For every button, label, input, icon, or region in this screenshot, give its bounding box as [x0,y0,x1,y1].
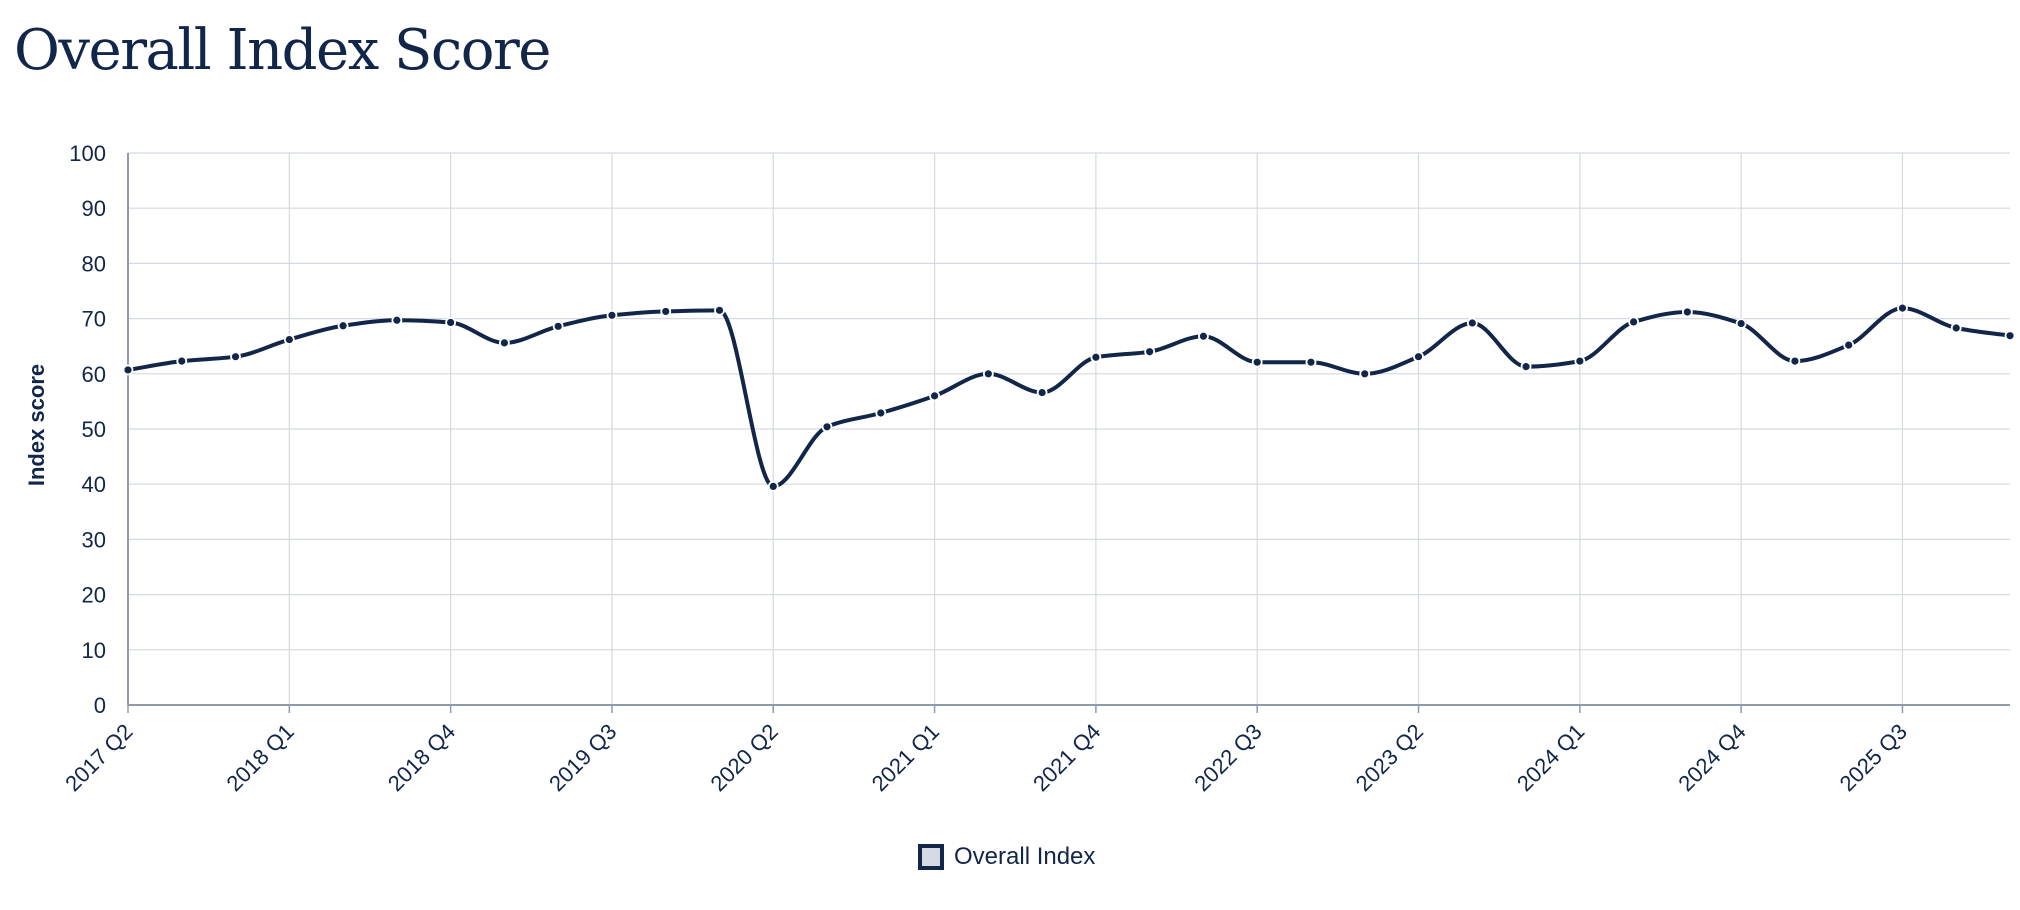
data-point[interactable] [875,407,887,419]
data-point[interactable] [337,320,349,332]
data-point[interactable] [1735,318,1747,329]
data-point[interactable] [1574,355,1586,367]
data-point[interactable] [1520,361,1532,373]
axes [127,153,2010,713]
y-tick-label: 60 [82,362,106,387]
data-point[interactable] [1198,330,1209,342]
y-tick-label: 20 [82,583,106,608]
legend-swatch [918,844,944,870]
data-point[interactable] [1090,351,1102,363]
x-tick-label: 2021 Q4 [1028,719,1105,796]
x-tick-label: 2018 Q4 [383,719,460,796]
y-axis-title: Index score [24,364,49,486]
data-point[interactable] [606,309,618,321]
x-tick-label: 2018 Q1 [221,719,298,796]
y-tick-label: 100 [69,141,106,166]
data-point[interactable] [391,314,403,326]
data-point[interactable] [1466,317,1478,329]
y-tick-label: 50 [82,417,106,442]
x-tick-label: 2019 Q3 [544,719,621,796]
data-point[interactable] [821,421,833,433]
data-point[interactable] [660,306,672,317]
y-tick-labels: 0 10 20 30 40 50 60 70 80 90 100 [69,141,106,718]
data-point[interactable] [714,304,725,316]
x-tick-labels: 2017 Q2 2018 Q1 2018 Q4 2019 Q3 2020 Q2 2021 … [60,719,1912,796]
data-point[interactable] [1950,322,1962,334]
data-point[interactable] [929,390,940,402]
x-tick-label: 2024 Q1 [1512,719,1589,796]
x-tick-label: 2025 Q3 [1835,719,1912,796]
y-tick-label: 80 [82,251,106,276]
data-point[interactable] [1628,316,1639,328]
x-tick-label: 2020 Q2 [705,719,782,796]
data-point[interactable] [2004,330,2016,342]
data-point[interactable] [552,320,564,332]
y-tick-label: 90 [82,196,106,221]
x-tick-label: 2017 Q2 [60,719,137,796]
y-tick-label: 0 [94,693,106,718]
data-point[interactable] [498,337,510,349]
series-layer [122,302,2016,492]
data-point[interactable] [982,368,994,380]
data-point[interactable] [1897,302,1908,314]
x-tick-label: 2023 Q2 [1351,719,1428,796]
chart-title: Overall Index Score [14,18,551,83]
y-tick-label: 10 [82,638,106,663]
data-point[interactable] [1413,351,1424,363]
x-tick-label: 2022 Q3 [1189,719,1266,796]
data-point[interactable] [1789,355,1801,367]
x-tick-label: 2024 Q4 [1673,719,1750,796]
y-tick-label: 30 [82,527,106,552]
data-point[interactable] [1681,306,1693,318]
data-point[interactable] [230,351,241,363]
legend-label-overall-index: Overall Index [954,843,1096,870]
data-point[interactable] [445,317,457,328]
data-point[interactable] [1843,339,1855,351]
x-tick-label: 2021 Q1 [867,719,944,796]
data-point[interactable] [176,355,188,367]
data-point[interactable] [1359,368,1371,380]
data-point[interactable] [1036,387,1048,398]
data-point[interactable] [767,481,779,492]
y-tick-label: 40 [82,472,106,497]
series-line [126,306,2012,489]
y-tick-label: 70 [82,307,106,332]
data-point[interactable] [1251,356,1263,368]
data-point[interactable] [1144,346,1156,358]
legend[interactable]: Overall Index [918,843,1095,871]
data-point[interactable] [122,364,134,376]
data-point[interactable] [283,334,295,345]
data-point[interactable] [1305,356,1317,368]
grid-lines [128,152,2010,706]
